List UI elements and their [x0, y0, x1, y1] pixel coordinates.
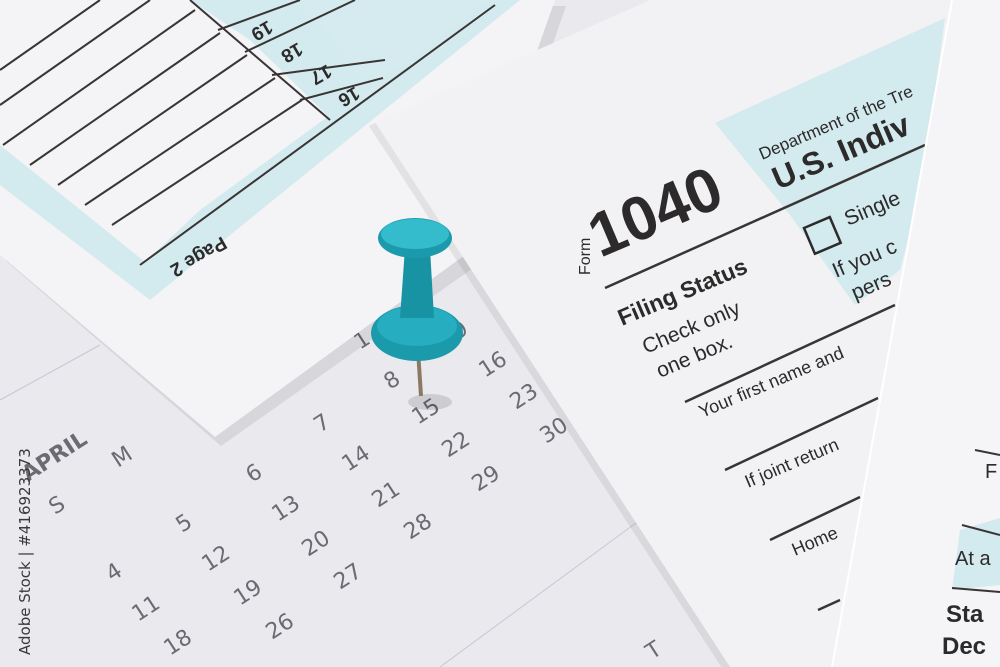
form-right-page: F At a Sta Dec: [831, 0, 1000, 667]
watermark: Adobe Stock | #416923373: [16, 448, 34, 655]
form-blue-cell: [952, 518, 1000, 590]
form-blue-area: [300, 0, 490, 118]
paper-edge: [831, 0, 953, 667]
form-line: [961, 524, 1000, 536]
form-line: [974, 449, 1000, 456]
pin-stem: [400, 248, 434, 318]
paper-sheet: [832, 0, 1000, 667]
checkbox-single[interactable]: [802, 215, 843, 256]
form-text: Sta: [946, 601, 984, 628]
form-text: At a: [955, 548, 991, 570]
push-pin-icon[interactable]: [371, 218, 463, 410]
form-word: Form: [577, 238, 594, 275]
form-text: Dec: [942, 633, 986, 660]
calendar-gridline: [439, 519, 641, 667]
calendar-gridline: [0, 344, 101, 401]
form-lines: [604, 143, 926, 612]
form-blue-band: [0, 0, 520, 300]
form-line: [951, 587, 1000, 593]
form-blue-header: [715, 18, 945, 305]
form-1040: Form 1040 Department of the Tre U.S. Ind…: [369, 0, 955, 667]
form-blue-column: [190, 0, 380, 118]
form-ruled-lines: [0, 0, 496, 266]
form-text: F: [985, 461, 997, 483]
